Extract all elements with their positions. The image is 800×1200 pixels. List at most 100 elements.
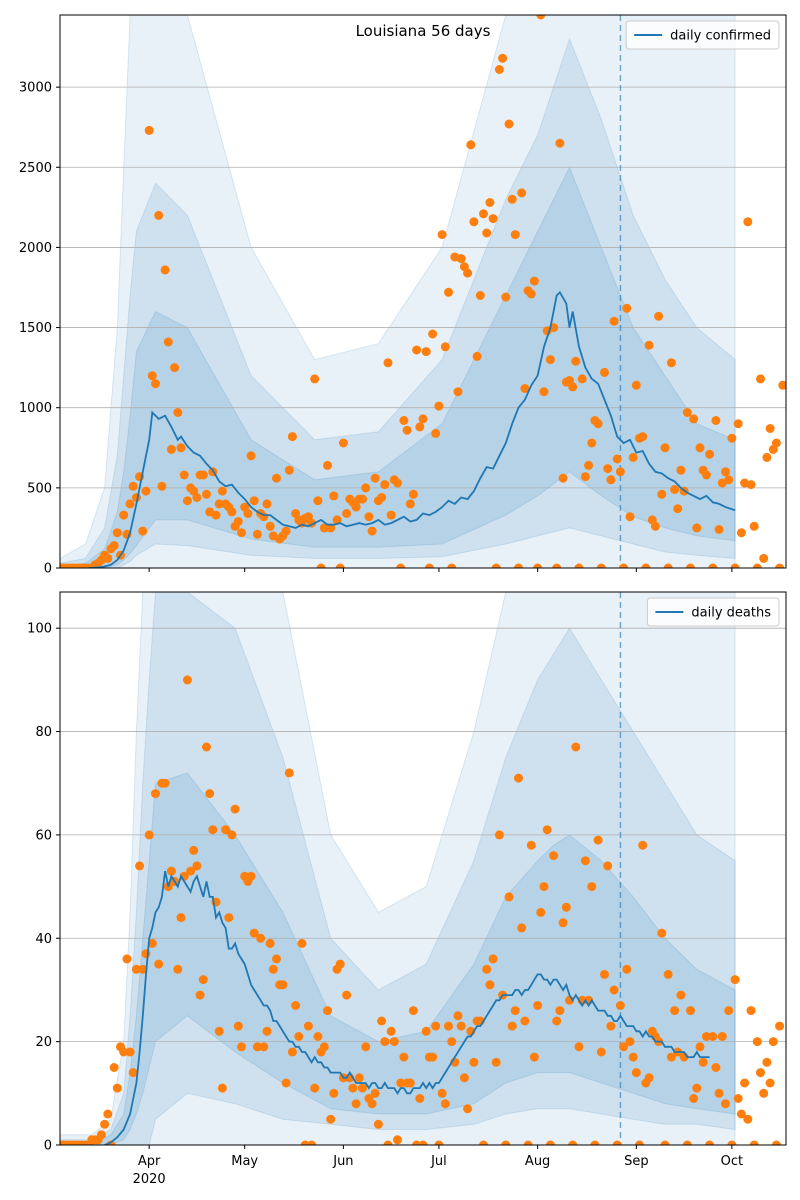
data-point [736, 1109, 746, 1119]
data-point [695, 1042, 705, 1052]
data-point [297, 938, 307, 948]
data-point [415, 1094, 425, 1103]
data-point [568, 1140, 578, 1145]
data-point [373, 1119, 383, 1129]
data-point [348, 1083, 358, 1093]
data-point [217, 486, 227, 496]
data-point [138, 964, 148, 974]
data-point [246, 871, 256, 881]
data-point [246, 451, 256, 461]
data-point [227, 507, 237, 517]
data-point [393, 478, 402, 488]
data-point [405, 1078, 415, 1088]
data-point [746, 480, 756, 490]
data-point [135, 861, 145, 871]
data-point [358, 1083, 367, 1093]
data-point [431, 1021, 441, 1031]
data-point [571, 742, 581, 752]
data-point [740, 1078, 750, 1088]
data-point [402, 425, 412, 435]
legend: daily confirmed [625, 20, 780, 50]
y-tick-label: 2500 [19, 161, 52, 176]
data-point [453, 387, 463, 397]
data-point [600, 367, 609, 377]
data-point [526, 289, 536, 299]
data-point [635, 1140, 644, 1145]
data-point [418, 1140, 428, 1145]
data-point [440, 1099, 450, 1109]
data-point [498, 53, 508, 63]
data-point [103, 1109, 113, 1119]
data-point [539, 882, 549, 892]
data-point [434, 401, 444, 411]
data-point [291, 1001, 301, 1010]
data-point [657, 489, 667, 499]
data-point [711, 416, 721, 425]
data-point [109, 1063, 119, 1072]
data-point [631, 1068, 641, 1078]
x-tick-label: Aug [525, 1154, 550, 1169]
data-point [281, 526, 291, 536]
data-point [202, 742, 211, 752]
data-point [736, 528, 746, 538]
data-point [265, 521, 275, 531]
data-point [593, 835, 603, 845]
data-point [329, 1088, 339, 1098]
data-point [342, 990, 352, 1000]
data-point [514, 563, 523, 568]
data-point [622, 964, 632, 974]
axes-frame [59, 591, 787, 1146]
data-point [488, 954, 498, 964]
data-point [666, 1052, 676, 1062]
data-point [733, 1094, 743, 1103]
data-point [284, 768, 294, 778]
data-point [160, 265, 170, 275]
data-point [332, 515, 342, 525]
data-point [147, 938, 157, 948]
data-point [759, 553, 769, 563]
data-point [100, 1119, 110, 1129]
y-tick-label: 2000 [19, 241, 52, 256]
data-point [434, 1140, 444, 1145]
legend-box [625, 20, 780, 50]
data-point [259, 1042, 269, 1052]
data-point [192, 493, 202, 502]
data-point [408, 489, 418, 499]
data-point [208, 825, 218, 835]
data-point [514, 773, 523, 783]
data-point [278, 980, 288, 990]
y-tick-label: 40 [35, 932, 52, 947]
data-point [749, 1140, 759, 1145]
data-point [692, 523, 702, 533]
data-point [663, 563, 673, 568]
data-point [230, 804, 240, 814]
data-point [138, 526, 148, 536]
data-point [507, 1021, 517, 1031]
y-tick-label: 20 [35, 1035, 52, 1050]
data-point [151, 789, 160, 799]
data-point [383, 358, 393, 368]
data-point [396, 1078, 406, 1088]
data-point [705, 1140, 715, 1145]
data-point [380, 1037, 390, 1047]
data-point [224, 913, 234, 923]
data-point [335, 959, 345, 969]
x-tick-label: Jun [332, 1154, 353, 1169]
data-point [494, 65, 504, 74]
data-point [733, 419, 743, 429]
data-point [558, 473, 568, 483]
data-point [568, 382, 578, 392]
data-point [469, 217, 479, 227]
data-point [370, 1088, 380, 1098]
data-point [160, 778, 170, 788]
data-point [377, 1016, 387, 1026]
data-point [192, 861, 202, 871]
data-point [459, 1073, 469, 1083]
data-point [166, 444, 176, 454]
x-tick-label: Apr [138, 1154, 161, 1169]
data-point [482, 964, 492, 974]
data-point [233, 517, 243, 526]
chart-title: Louisiana 56 days [356, 22, 491, 40]
data-point [555, 1006, 565, 1016]
